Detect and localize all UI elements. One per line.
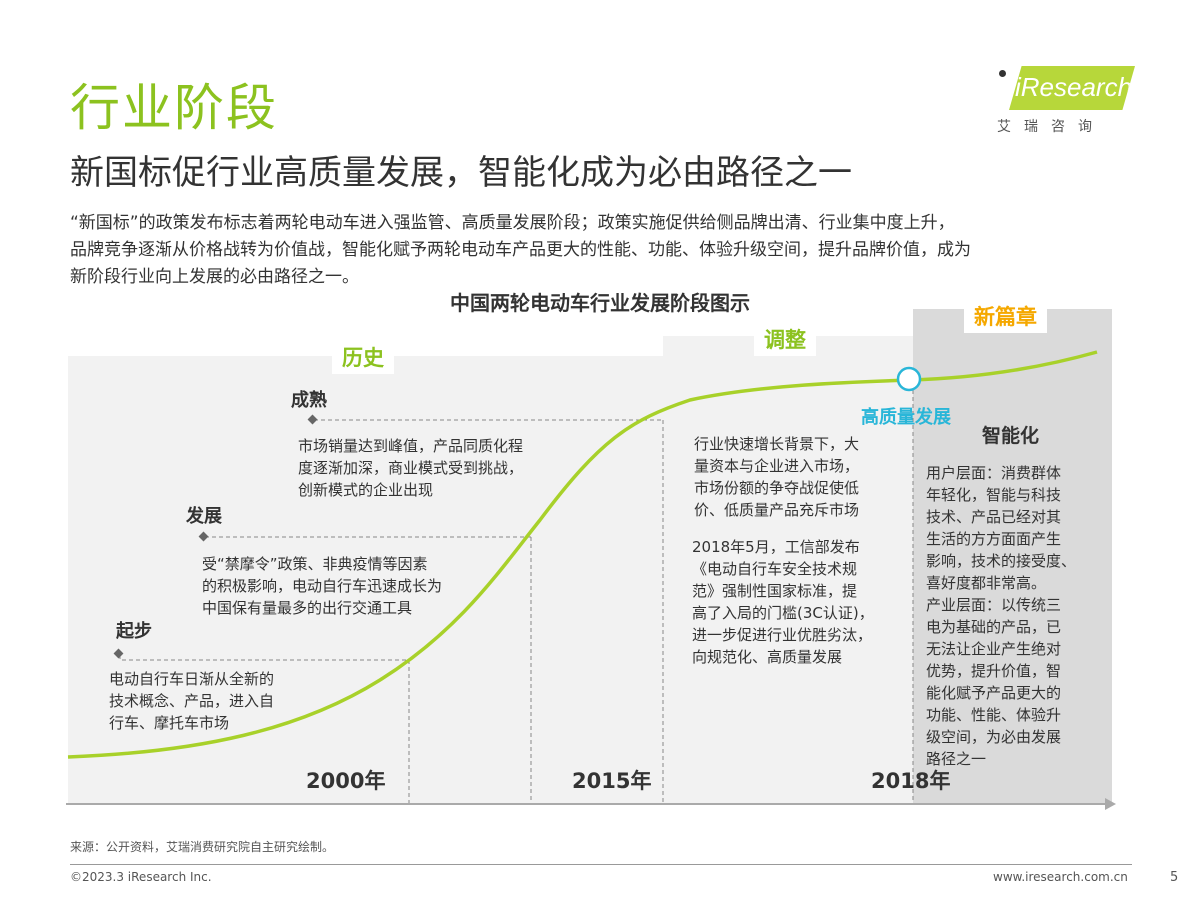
desc-line: 量资本与企业进入市场， [694, 457, 860, 475]
desc-line: 喜好度都非常高。 [926, 574, 1047, 592]
page-subtitle: 新国标促行业高质量发展，智能化成为必由路径之一 [70, 153, 852, 193]
desc-line: 行业快速增长背景下，大 [694, 435, 860, 453]
desc-mature: 市场销量达到峰值，产品同质化程 度逐渐加深，商业模式受到挑战， 创新模式的企业出… [298, 435, 523, 501]
desc-line: 技术概念、产品，进入自 [109, 692, 275, 710]
year-2000: 2000年 [306, 769, 386, 793]
desc-line: 影响，技术的接受度、 [926, 552, 1077, 570]
guide-lines [119, 390, 914, 803]
adjust-panel [663, 336, 913, 804]
stage-label-new-chapter: 新篇章 [964, 299, 1047, 333]
website-link[interactable]: www.iresearch.com.cn [993, 870, 1128, 884]
desc-line: 无法让企业产生绝对 [926, 640, 1062, 658]
intro-line: 品牌竞争逐渐从价格战转为价值战，智能化赋予两轮电动车产品更大的性能、功能、体验升… [70, 240, 971, 260]
desc-line: 技术、产品已经对其 [926, 508, 1062, 526]
desc-smart: 用户层面：消费群体 年轻化，智能与科技 技术、产品已经对其 生活的方方面面产生 … [926, 462, 1076, 770]
copyright: ©2023.3 iResearch Inc. [70, 870, 212, 884]
year-2018: 2018年 [871, 769, 951, 793]
diagram-title: 中国两轮电动车行业发展阶段图示 [450, 291, 750, 315]
history-panel [68, 356, 663, 804]
desc-line: 级空间，为必由发展 [926, 728, 1062, 746]
intro-paragraph: “新国标”的政策发布标志着两轮电动车进入强监管、高质量发展阶段；政策实施促供给侧… [70, 210, 1140, 291]
page-title: 行业阶段 [70, 79, 278, 137]
stage-label-adjust: 调整 [754, 322, 816, 356]
footer-divider [70, 864, 1132, 865]
logo-text: iResearch [1015, 72, 1133, 102]
milestone-smart: 智能化 [982, 425, 1040, 447]
desc-line: 市场销量达到峰值，产品同质化程 [298, 437, 524, 455]
logo-dot-icon [999, 70, 1006, 77]
desc-line: 生活的方方面面产生 [926, 530, 1062, 548]
desc-adjust-growth: 行业快速增长背景下，大 量资本与企业进入市场， 市场份额的争夺战促使低 价、低质… [694, 433, 859, 521]
page-number: 5 [1170, 870, 1179, 885]
desc-line: 年轻化，智能与科技 [926, 486, 1062, 504]
logo-chinese: 艾瑞咨询 [997, 119, 1105, 135]
desc-line: 电为基础的产品，已 [926, 618, 1062, 636]
milestone-quality: 高质量发展 [861, 407, 951, 428]
desc-line: 进一步促进行业优胜劣汰， [692, 626, 873, 644]
desc-adjust-policy: 2018年5月，工信部发布 《电动自行车安全技术规 范》强制性国家标准，提 高了… [692, 536, 874, 668]
desc-line: 功能、性能、体验升 [926, 706, 1062, 724]
desc-line: 路径之一 [926, 750, 987, 768]
desc-line: 优势，提升价值，智 [926, 662, 1062, 680]
desc-line: 市场份额的争夺战促使低 [694, 479, 860, 497]
year-2015: 2015年 [572, 769, 652, 793]
desc-line: 度逐渐加深，商业模式受到挑战， [298, 459, 524, 477]
desc-line: 向规范化、高质量发展 [692, 648, 843, 666]
desc-line: 创新模式的企业出现 [298, 481, 434, 499]
milestone-mature: 成熟 [291, 390, 327, 411]
desc-line: 《电动自行车安全技术规 [692, 560, 858, 578]
intro-line: 新阶段行业向上发展的必由路径之一。 [70, 267, 359, 287]
desc-line: 2018年5月，工信部发布 [692, 538, 860, 556]
desc-line: 用户层面：消费群体 [926, 464, 1062, 482]
marker-start [113, 648, 124, 659]
desc-line: 中国保有量最多的出行交通工具 [202, 599, 413, 617]
quality-marker-icon [896, 366, 922, 392]
intro-line: “新国标”的政策发布标志着两轮电动车进入强监管、高质量发展阶段；政策实施促供给侧… [70, 213, 955, 233]
iresearch-logo: iResearch 艾瑞咨询 [995, 66, 1140, 136]
desc-start: 电动自行车日渐从全新的 技术概念、产品，进入自 行车、摩托车市场 [109, 668, 274, 734]
desc-develop: 受“禁摩令”政策、非典疫情等因素 的积极影响，电动自行车迅速成长为 中国保有量最… [202, 553, 442, 619]
milestone-develop: 发展 [186, 506, 222, 527]
desc-line: 产业层面：以传统三 [926, 596, 1062, 614]
desc-line: 价、低质量产品充斥市场 [694, 501, 860, 519]
marker-develop [198, 531, 209, 542]
desc-line: 的积极影响，电动自行车迅速成长为 [202, 577, 443, 595]
desc-line: 电动自行车日渐从全新的 [109, 670, 275, 688]
desc-line: 能化赋予产品更大的 [926, 684, 1062, 702]
milestone-start: 起步 [116, 621, 152, 642]
logo-badge: iResearch [1009, 66, 1135, 110]
marker-mature [307, 414, 318, 425]
desc-line: 受“禁摩令”政策、非典疫情等因素 [202, 555, 428, 573]
desc-line: 范》强制性国家标准，提 [692, 582, 858, 600]
stage-label-history: 历史 [332, 340, 394, 374]
new-chapter-panel [913, 309, 1112, 804]
desc-line: 高了入局的门槛(3C认证)， [692, 604, 874, 622]
desc-line: 行车、摩托车市场 [109, 714, 230, 732]
source-note: 来源：公开资料，艾瑞消费研究院自主研究绘制。 [70, 840, 335, 854]
axis-arrow-icon [1105, 798, 1116, 810]
milestone-markers [113, 414, 318, 659]
